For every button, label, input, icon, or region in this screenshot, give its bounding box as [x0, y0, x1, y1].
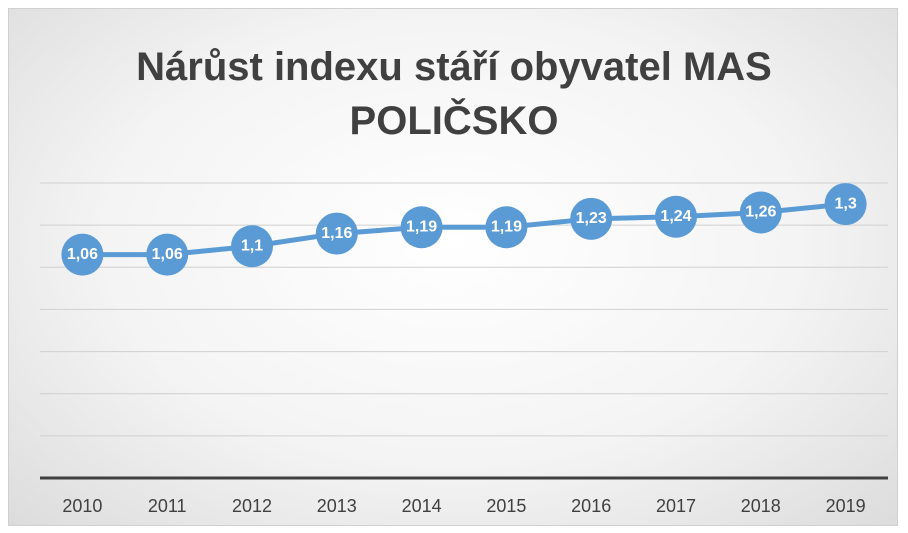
data-label: 1,3	[834, 195, 856, 212]
x-tick-label: 2013	[317, 496, 357, 516]
marker	[485, 206, 528, 249]
x-tick-label: 2016	[571, 496, 611, 516]
x-tick-label: 2014	[402, 496, 442, 516]
x-tick-label: 2015	[486, 496, 526, 516]
x-tick-label: 2011	[148, 496, 187, 516]
data-label: 1,1	[241, 237, 263, 254]
data-label: 1,06	[152, 246, 183, 263]
x-tick-label: 2017	[656, 496, 696, 516]
marker	[400, 206, 443, 249]
marker	[146, 233, 189, 276]
data-label: 1,26	[745, 204, 776, 221]
data-label: 1,16	[321, 225, 352, 242]
x-tick-label: 2018	[741, 496, 781, 516]
data-label: 1,24	[660, 208, 691, 225]
data-label: 1,19	[406, 218, 437, 235]
marker	[739, 191, 782, 234]
marker	[570, 197, 613, 240]
line-series	[82, 201, 846, 258]
data-label: 1,23	[576, 210, 607, 227]
marker	[315, 212, 358, 255]
marker	[231, 225, 273, 268]
marker	[655, 195, 697, 238]
x-tick-label: 2012	[232, 496, 272, 516]
marker	[61, 233, 104, 276]
data-label: 1,06	[67, 246, 98, 263]
marker	[824, 183, 867, 226]
x-tick-label: 2010	[62, 496, 102, 516]
x-tick-label: 2019	[826, 496, 866, 516]
data-label: 1,19	[491, 218, 522, 235]
chart-title: Nárůst indexu stáří obyvatel MAS POLIČSK…	[136, 45, 772, 143]
